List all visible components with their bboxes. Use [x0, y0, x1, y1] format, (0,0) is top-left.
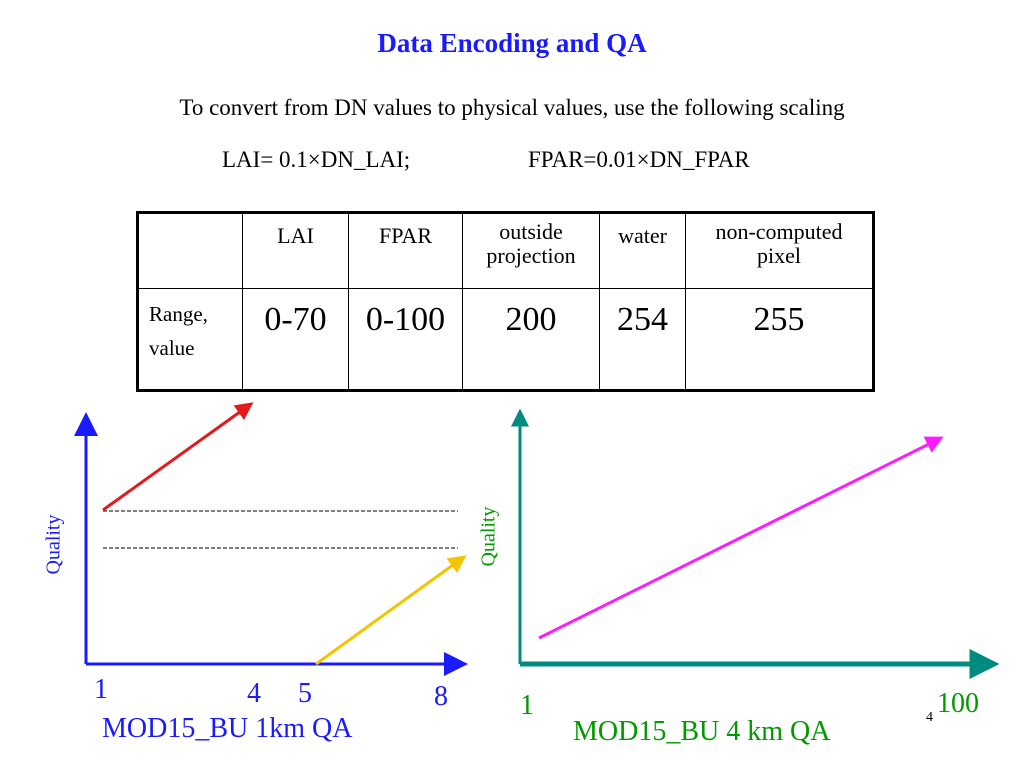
- scaling-instructions: To convert from DN values to physical va…: [179, 95, 845, 120]
- left-tick-8: 8: [434, 681, 448, 712]
- right-plot-caption: MOD15_BU 4 km QA: [573, 716, 831, 747]
- table-header-row: LAI FPAR outside projection water non-co…: [137, 212, 874, 289]
- header-fpar: FPAR: [348, 212, 463, 289]
- value-non-computed: 255: [685, 288, 874, 391]
- row-label-line2: value: [149, 336, 195, 360]
- right-tick-100: 100: [937, 688, 979, 719]
- value-lai: 0-70: [242, 288, 349, 391]
- encoding-table: LAI FPAR outside projection water non-co…: [136, 211, 875, 392]
- header-noncomp-line1: non-computed: [715, 219, 843, 244]
- fpar-formula: FPAR=0.01×DN_FPAR: [528, 147, 750, 172]
- quality-arrow: [538, 436, 944, 640]
- header-outside-line1: outside: [499, 219, 563, 244]
- lower-quality-arrow: [315, 555, 467, 666]
- left-y-axis-label: Quality: [42, 514, 65, 575]
- header-non-computed: non-computed pixel: [685, 212, 874, 289]
- lai-formula: LAI= 0.1×DN_LAI;: [222, 147, 411, 172]
- header-outside-line2: projection: [486, 243, 576, 268]
- upper-quality-arrow: [102, 402, 254, 512]
- row-label: Range, value: [137, 288, 243, 391]
- header-lai: LAI: [242, 212, 349, 289]
- value-fpar: 0-100: [348, 288, 463, 391]
- row-label-line1: Range,: [149, 302, 208, 326]
- header-noncomp-line2: pixel: [757, 243, 801, 268]
- table-row: Range, value 0-70 0-100 200 254 255: [137, 288, 874, 391]
- left-tick-1: 1: [94, 674, 108, 705]
- value-outside-projection: 200: [462, 288, 600, 391]
- left-tick-4: 4: [247, 678, 261, 709]
- right-y-axis-label: Quality: [477, 506, 500, 567]
- value-water: 254: [599, 288, 686, 391]
- left-tick-5: 5: [298, 678, 312, 709]
- header-water: water: [599, 212, 686, 289]
- header-outside-projection: outside projection: [462, 212, 600, 289]
- right-tick-1: 1: [520, 690, 534, 721]
- left-plot-caption: MOD15_BU 1km QA: [102, 713, 353, 744]
- page-number: 4: [926, 710, 933, 725]
- page-title: Data Encoding and QA: [377, 28, 647, 58]
